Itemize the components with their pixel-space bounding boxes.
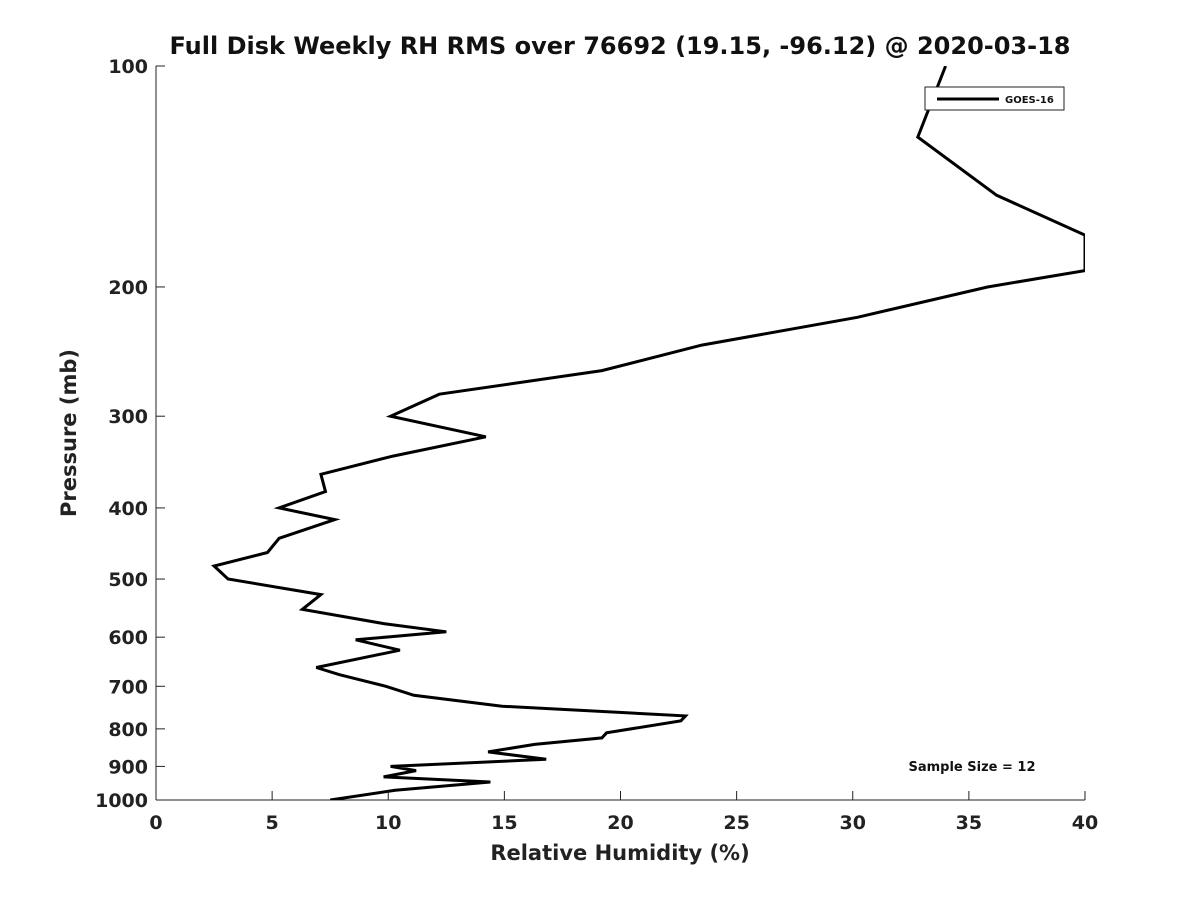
y-tick-label: 200 <box>108 277 148 299</box>
y-axis-label: Pressure (mb) <box>57 349 81 517</box>
y-tick-label: 700 <box>108 676 148 698</box>
x-tick-label: 40 <box>1072 812 1098 834</box>
x-tick-label: 25 <box>723 812 749 834</box>
y-tick-label: 500 <box>108 569 148 591</box>
x-tick-label: 20 <box>607 812 633 834</box>
sample-size-annotation: Sample Size = 12 <box>908 760 1035 775</box>
legend: GOES-16 <box>924 86 1065 111</box>
x-tick-label: 35 <box>956 812 982 834</box>
y-tick-label: 800 <box>108 719 148 741</box>
x-tick-label: 30 <box>840 812 866 834</box>
chart-title: Full Disk Weekly RH RMS over 76692 (19.1… <box>169 32 1070 60</box>
x-axis-ticks: 0 5 10 15 20 25 30 35 40 <box>149 791 1098 834</box>
plot-area: 0 5 10 15 20 25 30 35 40 100 200 300 400 500 600 700 80… <box>95 56 1098 834</box>
series-layer <box>211 66 1085 800</box>
legend-label-goes16: GOES-16 <box>1005 95 1054 106</box>
y-tick-label: 900 <box>108 756 148 778</box>
y-tick-label: 400 <box>108 498 148 520</box>
x-tick-label: 10 <box>375 812 401 834</box>
x-tick-label: 5 <box>266 812 279 834</box>
y-tick-label: 100 <box>108 56 148 78</box>
series-line-goes-16 <box>211 66 1085 800</box>
y-tick-label: 300 <box>108 406 148 428</box>
x-tick-label: 15 <box>491 812 517 834</box>
y-axis-ticks: 100 200 300 400 500 600 700 800 900 1000 <box>95 56 165 812</box>
x-tick-label: 0 <box>149 812 162 834</box>
y-tick-label: 600 <box>108 627 148 649</box>
y-tick-label: 1000 <box>95 790 148 812</box>
x-axis-label: Relative Humidity (%) <box>490 841 749 865</box>
